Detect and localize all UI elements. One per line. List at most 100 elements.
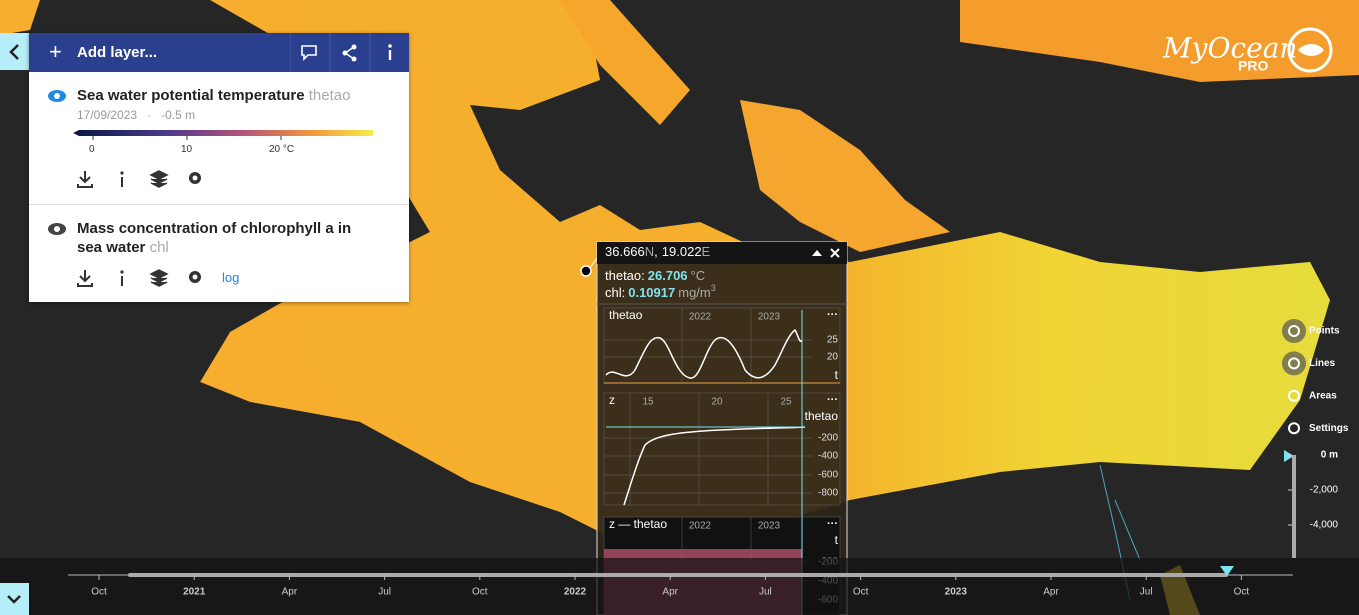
share-icon[interactable] — [342, 44, 357, 62]
tool-label[interactable]: Lines — [1309, 358, 1336, 369]
collapse-panel-button[interactable] — [0, 33, 29, 70]
info-icon[interactable] — [388, 44, 392, 60]
layer-actions — [77, 269, 201, 287]
chart-menu[interactable]: ··· — [827, 309, 838, 321]
timeline-slider[interactable] — [128, 573, 1228, 577]
x-label: 2022 — [689, 521, 712, 532]
timeline-bg — [0, 558, 1359, 615]
coordinates: 36.666N, 19.022E — [605, 244, 711, 259]
icon — [9, 44, 19, 60]
x-label: 2022 — [689, 312, 712, 323]
layer-variable: thetao — [308, 87, 351, 104]
layer-variable: chl — [149, 239, 169, 256]
y-label: -800 — [818, 488, 838, 499]
tool-button[interactable] — [1282, 351, 1306, 376]
download-icon[interactable] — [77, 171, 93, 188]
icon — [7, 595, 21, 604]
timeline-label: Apr — [1043, 587, 1059, 598]
y-label: 20 — [827, 352, 839, 363]
reading-value: 0.10917 — [628, 285, 675, 300]
layer-depth: -0.5 m — [161, 108, 196, 122]
download-icon[interactable] — [77, 270, 93, 287]
depth-slider[interactable] — [1292, 455, 1296, 558]
visibility-icon[interactable] — [47, 89, 67, 103]
chart-title: thetao — [609, 308, 643, 322]
layer-name: Mass concentration of chlorophyll a in s… — [77, 219, 367, 257]
y-label: -200 — [818, 433, 838, 444]
chart-frame — [603, 392, 841, 506]
settings-icon[interactable] — [189, 271, 201, 283]
coord-separator: , — [654, 244, 658, 259]
layers-icon[interactable] — [149, 170, 169, 188]
info-icon[interactable] — [120, 270, 124, 286]
timeline-label: 2021 — [183, 587, 206, 598]
lat: 36.666 — [605, 244, 645, 259]
layer-title: Sea water potential temperature — [77, 87, 305, 104]
colorbar — [73, 130, 373, 140]
reading-label: thetao: — [605, 268, 645, 283]
chart-menu[interactable]: ··· — [827, 518, 838, 530]
timeline-label: Apr — [282, 587, 298, 598]
info-icon[interactable] — [120, 171, 124, 187]
y-label: 25 — [827, 335, 839, 346]
depth-label: -4,000 — [1310, 520, 1339, 531]
depth-labels: 0 m -2,000 -4,000 — [1288, 450, 1338, 531]
axis-label: t — [835, 533, 839, 547]
timeline-label: Jul — [759, 587, 772, 598]
time-cursor[interactable] — [1220, 566, 1234, 576]
add-layer-button[interactable]: Add layer... — [77, 44, 158, 61]
aegean-sea — [740, 100, 950, 252]
lat-hemisphere: N — [645, 244, 654, 259]
timeline-label: Jul — [1140, 587, 1153, 598]
tyrrhenian-edge — [0, 0, 40, 35]
tools: Points Lines Areas Settings — [1282, 319, 1349, 435]
reading-label: chl: — [605, 285, 625, 300]
chart-title: z — [609, 393, 615, 407]
collapse-timeline-button[interactable] — [0, 583, 29, 615]
tool-button[interactable] — [1282, 319, 1306, 343]
tool-label[interactable]: Areas — [1309, 390, 1337, 401]
timeline-label: Oct — [1234, 587, 1250, 598]
layers-icon[interactable] — [149, 269, 169, 287]
settings-icon[interactable] — [189, 172, 201, 184]
scale-toggle[interactable]: log — [222, 270, 240, 285]
layer-date: 17/09/2023 — [77, 108, 138, 122]
timeline-labels: Oct 2021 Apr Jul Oct 2022 Apr Jul Oct 2023 Apr Jul O… — [91, 575, 1249, 598]
timeline-label: Oct — [853, 587, 869, 598]
lon: 19.022 — [662, 244, 702, 259]
close-button[interactable] — [830, 248, 840, 258]
query-point — [580, 265, 592, 277]
tool-icon — [1288, 389, 1300, 402]
lon-hemisphere: E — [702, 244, 711, 259]
timeline-label: Jul — [378, 587, 391, 598]
reading-unit: mg/m — [678, 285, 711, 300]
popup-header — [597, 242, 847, 264]
x-label: 2023 — [758, 312, 781, 323]
timeline-label: Apr — [662, 587, 678, 598]
logo-mark — [1287, 27, 1333, 73]
logo-fish — [1298, 44, 1324, 56]
colorbar-tick: 10 — [181, 144, 193, 155]
layer-panel: + Add layer... Sea water potential tempe… — [29, 33, 409, 302]
visibility-icon[interactable] — [47, 222, 67, 236]
reading: thetao: 26.706 °C — [605, 268, 705, 283]
tool-label[interactable]: Settings — [1309, 423, 1349, 434]
timeline-label: Oct — [472, 587, 488, 598]
layer-meta: 17/09/2023 · -0.5 m — [77, 108, 195, 122]
unit-power: 3 — [711, 283, 716, 293]
chat-icon[interactable] — [301, 45, 317, 61]
colorbar-tick: 20 °C — [269, 144, 295, 155]
reading: chl: 0.10917 mg/m3 — [605, 283, 716, 300]
chart-menu[interactable]: ··· — [827, 394, 838, 406]
colorbar-tick: 0 — [89, 144, 95, 155]
tool-label[interactable]: Points — [1309, 326, 1340, 337]
x-label: 2023 — [758, 521, 781, 532]
reading-value: 26.706 — [648, 268, 688, 283]
collapse-button[interactable] — [812, 250, 822, 256]
depth-cursor[interactable] — [1284, 450, 1294, 462]
depth-label: 0 m — [1321, 450, 1338, 461]
layer-name: Sea water potential temperature thetao — [77, 86, 350, 105]
depth-label: -2,000 — [1310, 485, 1339, 496]
